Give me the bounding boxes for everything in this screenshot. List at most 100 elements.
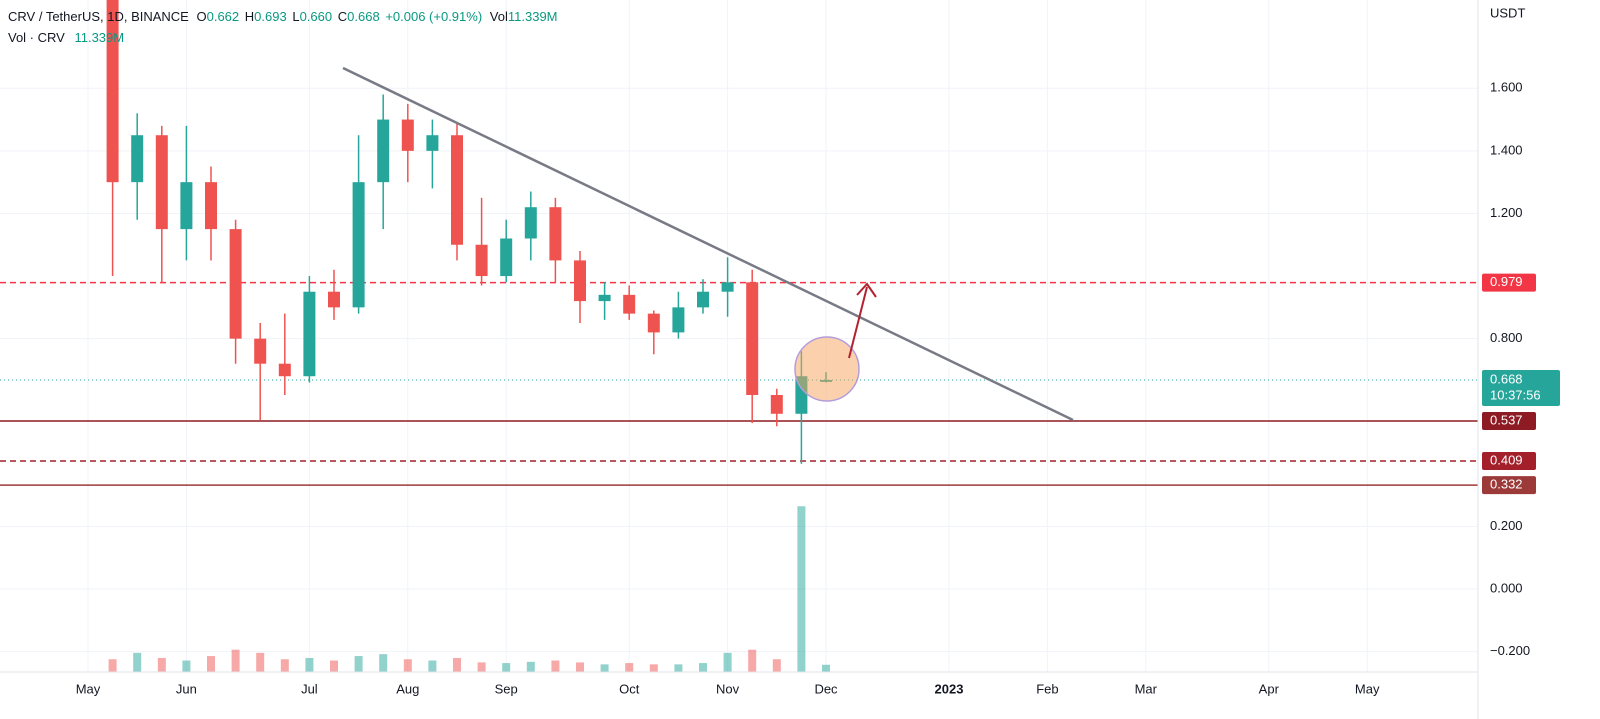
field-label: C [338, 9, 347, 24]
field-label: H [245, 9, 254, 24]
level-label: 0.537 [1490, 412, 1523, 427]
y-tick-label: 1.400 [1490, 142, 1523, 157]
last-price-label: 0.668 [1490, 371, 1523, 386]
level-label: 0.979 [1490, 274, 1523, 289]
candle-body [598, 294, 611, 302]
level-label: 0.332 [1490, 477, 1523, 492]
y-tick-label: 0.200 [1490, 518, 1523, 533]
candle-body [106, 0, 119, 183]
volume-bar [649, 664, 658, 672]
axes: −0.200 0.000 0.200 0.800 1.200 1.400 1.600 May J… [76, 80, 1530, 697]
volume-bar [772, 659, 781, 672]
volume-bar [699, 663, 707, 672]
volume-bar [428, 660, 437, 672]
x-tick-label: May [1355, 681, 1380, 696]
candle-body [574, 260, 586, 302]
volume-bar [600, 664, 609, 672]
field-label: O [196, 9, 206, 24]
x-tick-label: Oct [619, 681, 640, 696]
y-tick-label: 1.600 [1490, 80, 1523, 95]
volume-bar [157, 657, 166, 672]
candle-body [672, 307, 685, 333]
x-tick-label: Jun [176, 681, 197, 696]
highlight-circle[interactable] [794, 336, 860, 402]
candle-body [746, 282, 759, 395]
candle-body [647, 313, 660, 333]
level-badge [1482, 476, 1536, 495]
candle-body [500, 238, 513, 277]
volume-bar [797, 506, 806, 672]
level-label: 0.409 [1490, 452, 1523, 467]
volume-bar [330, 660, 338, 672]
volume-bar [748, 649, 757, 672]
level-badge [1482, 411, 1536, 430]
volume-bar [477, 662, 486, 672]
x-tick-label: Sep [495, 681, 518, 696]
volume-bar [379, 654, 388, 672]
x-tick-label: Dec [814, 681, 838, 696]
candle-body [549, 207, 562, 261]
level-badge [1482, 273, 1536, 292]
field-value: 0.668 [347, 9, 380, 24]
volume-bar [403, 659, 412, 672]
candle-body [131, 135, 144, 183]
y-tick-label: 0.000 [1490, 580, 1523, 595]
candle-body [721, 282, 734, 292]
field-value: 0.660 [300, 9, 333, 24]
vol-value: 11.339M [74, 30, 124, 45]
volume-bar [280, 659, 289, 672]
volume-bar [625, 663, 634, 672]
last-price-badge [1482, 369, 1560, 406]
y-tick-label: 0.800 [1490, 330, 1523, 345]
trend-line[interactable] [342, 66, 1074, 422]
candle-body [426, 135, 439, 151]
candles [106, 0, 832, 464]
x-tick-label: Mar [1135, 681, 1158, 696]
volume-bar [502, 663, 511, 672]
legend-line: CRV / TetherUS, 1D, BINANCE O0.662 H0.69… [8, 9, 558, 24]
candle-body [278, 363, 291, 377]
x-tick-label: Jul [301, 681, 318, 696]
candle-body [401, 119, 414, 151]
levels [0, 281, 1478, 486]
level-badge [1482, 452, 1536, 471]
x-tick-label: May [76, 681, 101, 696]
field-label: L [292, 9, 299, 24]
y-tick-label: 1.200 [1490, 205, 1523, 220]
countdown: 10:37:56 [1490, 387, 1541, 402]
currency: USDT [1490, 5, 1525, 20]
candle-body [475, 244, 488, 277]
candle-body [328, 291, 340, 308]
grid [0, 0, 1478, 672]
volume-bar [133, 652, 142, 672]
arrow-shaft[interactable] [848, 286, 868, 359]
volume-bar [674, 664, 683, 672]
candle-body [524, 207, 537, 239]
candle-body [451, 135, 463, 245]
volume-bar [526, 661, 535, 672]
vol-value: 11.339M [508, 9, 558, 24]
symbol: CRV / TetherUS, 1D, BINANCE [8, 9, 189, 24]
field-value: 0.662 [207, 9, 240, 24]
candle-body [770, 394, 783, 414]
candle-body [180, 182, 193, 230]
volume-bar [108, 659, 117, 672]
volume-bar [453, 657, 461, 672]
volume-bar [182, 660, 191, 672]
vol-label: Vol [490, 9, 508, 24]
x-tick-label: 2023 [935, 681, 964, 696]
vol-label: Vol · CRV [8, 30, 65, 45]
x-tick-label: Nov [716, 681, 740, 696]
x-tick-label: Feb [1036, 681, 1058, 696]
field-value: 0.693 [254, 9, 287, 24]
volume-bar [576, 662, 584, 672]
volume-legend: Vol · CRV 11.339M [8, 30, 124, 45]
candle-body [352, 182, 365, 308]
candle-body [623, 294, 636, 314]
volume-bar [354, 656, 363, 672]
candle-body [205, 182, 217, 230]
candle-body [697, 291, 709, 308]
arrow-head[interactable] [856, 282, 877, 298]
volume-bar [256, 652, 265, 672]
